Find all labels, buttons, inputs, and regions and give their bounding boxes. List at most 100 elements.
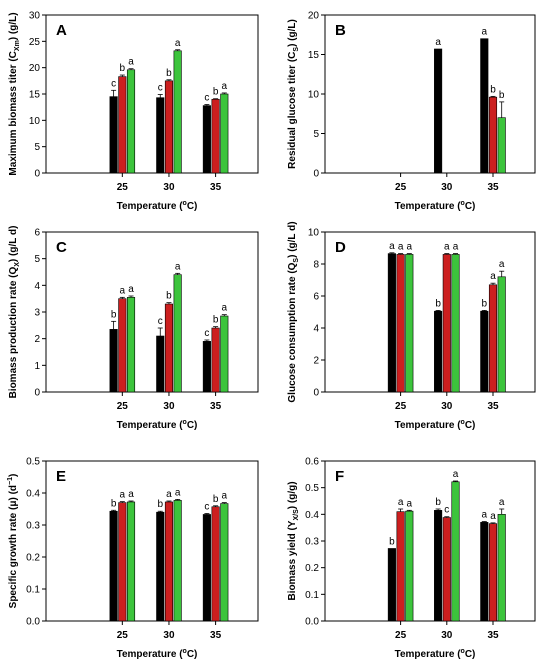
y-tick-label: 5	[34, 142, 40, 153]
y-tick-label: 20	[308, 11, 320, 22]
y-tick-label: 15	[308, 50, 320, 61]
y-tick-label: 0.6	[305, 457, 319, 468]
y-axis-label: Biomass production rate (QX) (g/L d)	[8, 226, 21, 399]
panel-label: C	[56, 239, 67, 256]
bar	[488, 96, 498, 174]
significance-letter: a	[175, 487, 181, 498]
y-tick-label: 4	[313, 324, 319, 335]
significance-letter: c	[444, 505, 449, 516]
bar	[173, 500, 182, 622]
significance-letter: b	[499, 90, 505, 101]
y-tick-label: 0	[313, 388, 319, 399]
significance-letter: c	[204, 93, 209, 104]
y-axis-label: Residual glucose titer (CS) (g/L)	[287, 19, 300, 169]
significance-letter: a	[222, 81, 228, 92]
bar	[405, 510, 414, 622]
x-tick-label: 35	[210, 630, 222, 641]
y-tick-label: 0.3	[26, 521, 40, 532]
bar	[497, 514, 506, 622]
y-tick-label: 0.1	[305, 590, 319, 601]
bar	[434, 510, 443, 622]
y-tick-label: 0.3	[305, 537, 319, 548]
bar	[405, 254, 414, 393]
x-tick-label: 25	[117, 401, 129, 412]
bar	[488, 284, 498, 393]
x-tick-label: 30	[163, 630, 175, 641]
bar	[126, 297, 136, 393]
x-tick-label: 35	[487, 401, 499, 412]
significance-letter: a	[120, 285, 126, 296]
bar	[396, 511, 405, 622]
significance-letter: a	[175, 38, 181, 49]
x-tick-label: 35	[487, 182, 499, 193]
significance-letter: b	[166, 68, 172, 79]
significance-letter: a	[499, 259, 505, 270]
significance-letter: a	[435, 37, 441, 48]
significance-letter: b	[111, 498, 117, 509]
significance-letter: a	[444, 242, 450, 253]
significance-letter: a	[128, 57, 134, 68]
bar	[126, 69, 136, 174]
bar	[387, 253, 396, 393]
bar	[434, 48, 443, 174]
y-tick-label: 0.4	[26, 489, 40, 500]
x-tick-label: 25	[395, 182, 407, 193]
panel-B: 0 5 10 15 20 25 30 35 a a bb B Temperature (oC) Resid…	[287, 11, 536, 212]
y-tick-label: 0.2	[305, 563, 319, 574]
x-tick-label: 30	[163, 401, 175, 412]
significance-letter: a	[499, 497, 505, 508]
bar	[396, 254, 405, 393]
y-tick-label: 25	[29, 37, 41, 48]
x-tick-label: 35	[487, 630, 499, 641]
x-tick-label: 35	[210, 401, 222, 412]
panel-label: E	[56, 468, 66, 485]
significance-letter: a	[453, 469, 459, 480]
bar	[164, 501, 174, 622]
y-tick-label: 1	[34, 361, 40, 372]
significance-letter: a	[453, 242, 459, 253]
significance-letter: a	[389, 241, 395, 252]
bar	[451, 254, 460, 393]
bar	[211, 327, 220, 393]
bar	[202, 514, 211, 622]
x-tick-label: 35	[210, 182, 222, 193]
bar	[488, 523, 498, 622]
bar	[126, 501, 136, 622]
bar	[118, 502, 127, 622]
y-tick-label: 10	[308, 90, 320, 101]
y-tick-label: 0.1	[26, 585, 40, 596]
x-axis-label: Temperature (oC)	[117, 200, 198, 212]
plot-frame	[324, 231, 536, 393]
bar	[164, 303, 174, 393]
y-tick-label: 0	[34, 388, 40, 399]
y-axis-label: Glucose consumption rate (QS) (g/L d)	[287, 221, 300, 402]
significance-letter: b	[166, 291, 172, 302]
significance-letter: a	[490, 511, 496, 522]
y-tick-label: 0.0	[305, 617, 319, 628]
significance-letter: c	[204, 328, 209, 339]
x-axis-label: Temperature (oC)	[395, 200, 476, 212]
y-tick-label: 5	[313, 129, 319, 140]
significance-letter: c	[204, 501, 209, 512]
panel-F: 0.00.10.20.30.40.50.625 30 35bbaacaaaaFTem…	[287, 457, 536, 660]
y-tick-label: 10	[29, 116, 41, 127]
y-tick-label: 10	[308, 228, 320, 239]
bar	[156, 511, 165, 622]
x-axis-label: Temperature (oC)	[395, 648, 476, 660]
significance-letter: a	[490, 271, 496, 282]
bar	[109, 96, 118, 174]
panel-label: B	[335, 22, 346, 39]
significance-letter: b	[111, 309, 117, 320]
significance-letter: b	[435, 298, 441, 309]
y-tick-label: 3	[34, 308, 40, 319]
significance-letter: c	[111, 78, 116, 89]
bar	[164, 80, 174, 174]
x-tick-label: 25	[395, 630, 407, 641]
x-tick-label: 30	[441, 182, 453, 193]
significance-letter: a	[482, 510, 488, 521]
significance-letter: a	[398, 242, 404, 253]
significance-letter: a	[222, 303, 228, 314]
significance-letter: b	[157, 499, 163, 510]
